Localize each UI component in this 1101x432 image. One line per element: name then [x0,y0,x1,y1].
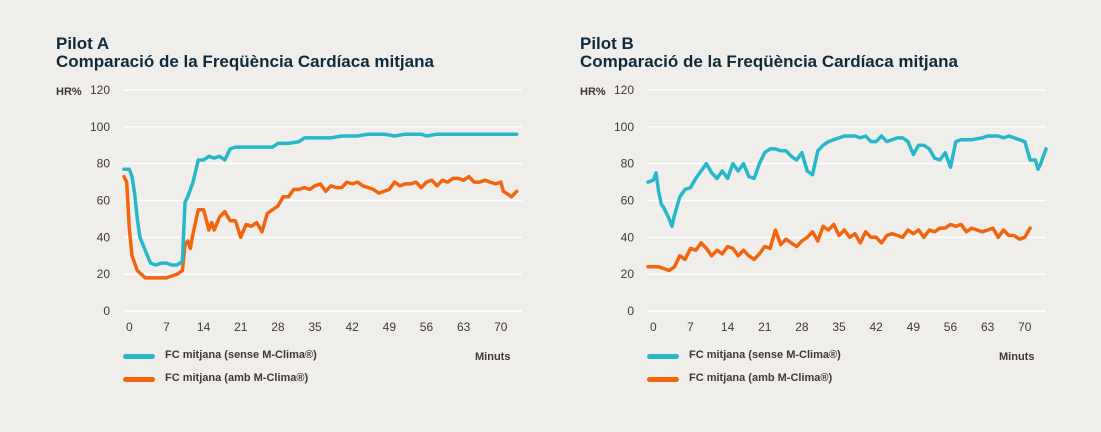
y-tick-label: 40 [621,230,635,244]
x-tick-label: 28 [271,320,285,334]
x-tick-label: 14 [197,320,211,334]
y-tick-label: 100 [614,120,634,134]
chart-title-block: Pilot A Comparació de la Freqüència Card… [56,35,434,71]
y-axis-label: HR% [580,86,606,98]
legend-label-amb: FC mitjana (amb M-Clima®) [689,372,833,384]
x-axis-unit-label: Minuts [475,351,511,363]
x-tick-label: 7 [687,320,694,334]
x-tick-label: 21 [234,320,248,334]
x-tick-label: 14 [721,320,735,334]
chart-panel-pilot-a: Pilot A Comparació de la Freqüència Card… [0,0,540,432]
y-tick-label: 20 [621,267,635,281]
legend-swatch-amb [647,377,679,382]
series-line-sense [122,132,519,267]
y-tick-label: 20 [97,267,111,281]
y-tick-label: 0 [103,304,110,318]
y-tick-label: 120 [90,83,110,97]
x-tick-label: 70 [1018,320,1032,334]
series-line-amb [646,222,1032,273]
series-line-amb [122,174,519,280]
line-chart: 0 20 40 60 80 100 120 HR% 0 7 14 21 28 35 42 49 56 63 70 [56,83,522,334]
x-tick-label: 0 [126,320,133,334]
y-tick-label: 40 [97,230,111,244]
x-tick-label: 0 [650,320,657,334]
x-tick-label: 7 [163,320,170,334]
x-tick-label: 63 [457,320,471,334]
chart-subtitle: Comparació de la Freqüència Cardíaca mit… [56,52,434,71]
legend-label-amb: FC mitjana (amb M-Clima®) [165,372,309,384]
x-tick-label: 49 [383,320,397,334]
y-tick-label: 0 [627,304,634,318]
y-tick-label: 80 [621,157,635,171]
y-tick-label: 60 [97,194,111,208]
x-tick-label: 35 [832,320,846,334]
y-tick-label: 60 [621,194,635,208]
x-tick-label: 21 [758,320,772,334]
chart-panel-pilot-b: Pilot B Comparació de la Freqüència Card… [524,0,1064,432]
legend-swatch-amb [123,377,155,382]
x-axis-unit-label: Minuts [999,351,1035,363]
x-tick-label: 35 [308,320,322,334]
legend-label-sense: FC mitjana (sense M-Clima®) [689,349,841,361]
y-tick-label: 100 [90,120,110,134]
legend-swatch-sense [123,354,155,359]
y-tick-label: 120 [614,83,634,97]
y-tick-label: 80 [97,157,111,171]
legend-label-sense: FC mitjana (sense M-Clima®) [165,349,317,361]
x-tick-label: 49 [907,320,921,334]
chart-title-block: Pilot B Comparació de la Freqüència Card… [580,35,958,71]
x-tick-label: 56 [944,320,958,334]
x-tick-label: 63 [981,320,995,334]
legend-swatch-sense [647,354,679,359]
x-tick-label: 42 [870,320,884,334]
chart-title: Pilot B [580,34,634,53]
y-axis-label: HR% [56,86,82,98]
x-tick-label: 28 [795,320,809,334]
line-chart: 0 20 40 60 80 100 120 HR% 0 7 14 21 28 35 42 49 56 63 70 [580,83,1048,334]
x-tick-label: 42 [346,320,360,334]
chart-subtitle: Comparació de la Freqüència Cardíaca mit… [580,52,958,71]
x-tick-label: 56 [420,320,434,334]
x-tick-label: 70 [494,320,508,334]
chart-title: Pilot A [56,34,110,53]
series-line-sense [646,134,1048,229]
